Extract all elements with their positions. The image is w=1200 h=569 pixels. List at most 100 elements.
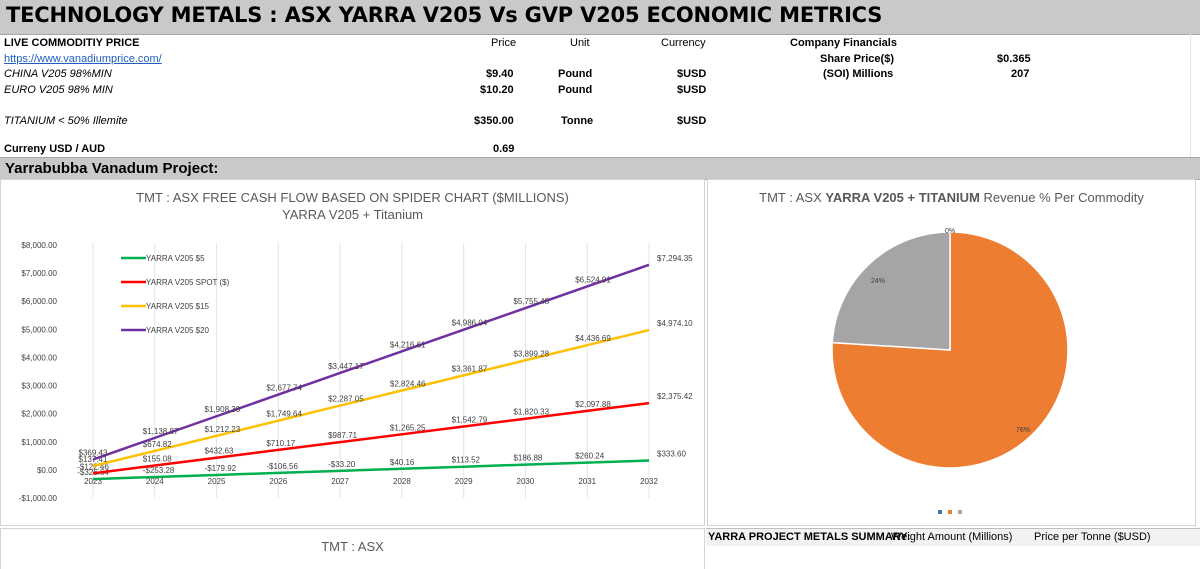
y-tick-label: $2,000.00: [21, 410, 57, 419]
title-bar: TECHNOLOGY METALS : ASX YARRA V205 Vs GV…: [0, 0, 1200, 35]
commodity-currency: $USD: [677, 84, 707, 96]
legend-label: YARRA V205 $5: [146, 254, 205, 263]
legend-label: YARRA V205 $15: [146, 302, 210, 311]
data-label: $1,138.87: [143, 427, 179, 436]
commodity-currency: $USD: [677, 68, 707, 80]
data-label: $7,294.35: [657, 254, 693, 263]
price-header: Price: [491, 37, 517, 49]
y-tick-label: $5,000.00: [21, 325, 57, 334]
pie-data-label: 24%: [871, 278, 885, 285]
data-label: $674.82: [143, 440, 172, 449]
data-label: $2,097.88: [575, 400, 611, 409]
data-label: -$106.56: [266, 462, 298, 471]
data-label: -$179.92: [205, 464, 237, 473]
data-label: $710.17: [266, 439, 295, 448]
pie-title-suffix: Revenue % Per Commodity: [979, 190, 1144, 205]
data-label: $2,287.05: [328, 395, 364, 404]
x-tick-label: 2025: [208, 477, 226, 486]
y-tick-label: -$1,000.00: [19, 494, 58, 503]
y-tick-label: $4,000.00: [21, 353, 57, 362]
data-label: $4,986.04: [452, 319, 488, 328]
bottom-chart-container[interactable]: TMT : ASX: [0, 528, 705, 569]
live-commodity-header: LIVE COMMODITIY PRICE: [4, 37, 140, 49]
data-label: $1,542.79: [452, 416, 488, 425]
data-label: $4,974.10: [657, 319, 693, 328]
data-label: -$33.20: [328, 460, 356, 469]
data-label: $4,436.69: [575, 334, 611, 343]
pie-chart-container[interactable]: TMT : ASX YARRA V205 + TITANIUM Revenue …: [707, 179, 1196, 526]
series-line: [92, 459, 650, 481]
commodity-currency: $USD: [677, 115, 707, 127]
pie-data-label: 0%: [945, 228, 955, 235]
y-tick-label: $8,000.00: [21, 241, 57, 250]
data-label: $4,216.61: [390, 340, 426, 349]
data-label: $1,820.33: [513, 408, 549, 417]
x-tick-label: 2032: [640, 477, 658, 486]
commodity-unit: Tonne: [561, 115, 594, 127]
y-tick-label: $6,000.00: [21, 297, 57, 306]
commodity-price: $10.20: [480, 84, 514, 96]
soi-label: (SOI) Millions: [823, 68, 894, 80]
y-tick-label: $3,000.00: [21, 382, 57, 391]
pie-title-bold: YARRA V205 + TITANIUM: [825, 190, 980, 205]
section-title: Yarrabubba Vanadum Project:: [5, 160, 219, 177]
currency-rate-value: 0.69: [493, 143, 515, 155]
bottom-chart-title: TMT : ASX: [321, 539, 384, 554]
x-tick-label: 2027: [331, 477, 349, 486]
unit-header: Unit: [570, 37, 590, 49]
data-label: -$253.28: [143, 466, 175, 475]
data-label: $2,824.46: [390, 379, 426, 388]
data-label: $432.63: [205, 447, 234, 456]
data-label: $1,212.23: [205, 425, 241, 434]
data-label: $2,677.74: [266, 384, 302, 393]
summary-weight-header: Weight Amount (Millions): [891, 531, 1013, 543]
pie-chart: 76% 24% 0%: [831, 228, 1069, 514]
data-label: $1,265.25: [390, 423, 426, 432]
legend-label: YARRA V205 SPOT ($): [146, 278, 230, 287]
data-label: $1,749.64: [266, 410, 302, 419]
data-label: $113.52: [452, 456, 481, 465]
data-label: $987.71: [328, 431, 357, 440]
pie-slice: [831, 231, 1069, 469]
sheet-gridline: [1190, 34, 1191, 157]
pie-chart-title: TMT : ASX YARRA V205 + TITANIUM Revenue …: [708, 190, 1195, 205]
data-label: $6,524.91: [575, 275, 611, 284]
data-label: $5,755.48: [513, 297, 549, 306]
data-label: $40.16: [390, 458, 415, 467]
commodity-name: EURO V205 98% MIN: [4, 84, 113, 96]
x-tick-label: 2024: [146, 477, 164, 486]
pie-title-prefix: TMT : ASX: [759, 190, 826, 205]
summary-label: YARRA PROJECT METALS SUMMARY:: [708, 531, 911, 543]
series-line: [92, 401, 650, 475]
metals-summary-strip: YARRA PROJECT METALS SUMMARY: Weight Amo…: [706, 528, 1200, 546]
data-label: $369.43: [79, 449, 108, 458]
commodity-price: $350.00: [474, 115, 514, 127]
legend-marker: [958, 510, 962, 514]
data-label: $186.88: [513, 454, 542, 463]
x-tick-label: 2031: [578, 477, 596, 486]
y-tick-label: $1,000.00: [21, 438, 57, 447]
commodity-name: TITANIUM < 50% Illemite: [4, 115, 128, 127]
data-label: $1,908.30: [205, 405, 241, 414]
data-label: $260.24: [575, 452, 604, 461]
legend-marker: [948, 510, 952, 514]
y-tick-label: $0.00: [37, 466, 58, 475]
data-label: $3,447.17: [328, 362, 364, 371]
x-tick-label: 2028: [393, 477, 411, 486]
section-bar: Yarrabubba Vanadum Project:: [0, 157, 1200, 180]
data-label: $3,361.87: [452, 364, 488, 373]
share-price-label: Share Price($): [820, 53, 894, 65]
pie-slice: [831, 231, 951, 351]
series-line: [92, 328, 650, 468]
page-title: TECHNOLOGY METALS : ASX YARRA V205 Vs GV…: [6, 3, 883, 27]
line-chart-subtitle: YARRA V205 + Titanium: [281, 207, 424, 222]
line-chart: -$1,000.00 $0.00 $1,000.00 $2,000.00 $3,000.…: [19, 241, 693, 503]
line-chart-container[interactable]: TMT : ASX FREE CASH FLOW BASED ON SPIDER…: [0, 179, 705, 526]
currency-rate-label: Curreny USD / AUD: [4, 143, 106, 155]
commodity-unit: Pound: [558, 84, 593, 96]
x-tick-label: 2030: [517, 477, 535, 486]
commodity-name: CHINA V205 98%MIN: [4, 68, 112, 80]
pie-data-label: 76%: [1016, 427, 1030, 434]
vanadium-price-link[interactable]: https://www.vanadiumprice.com/: [4, 53, 162, 65]
commodity-unit: Pound: [558, 68, 593, 80]
